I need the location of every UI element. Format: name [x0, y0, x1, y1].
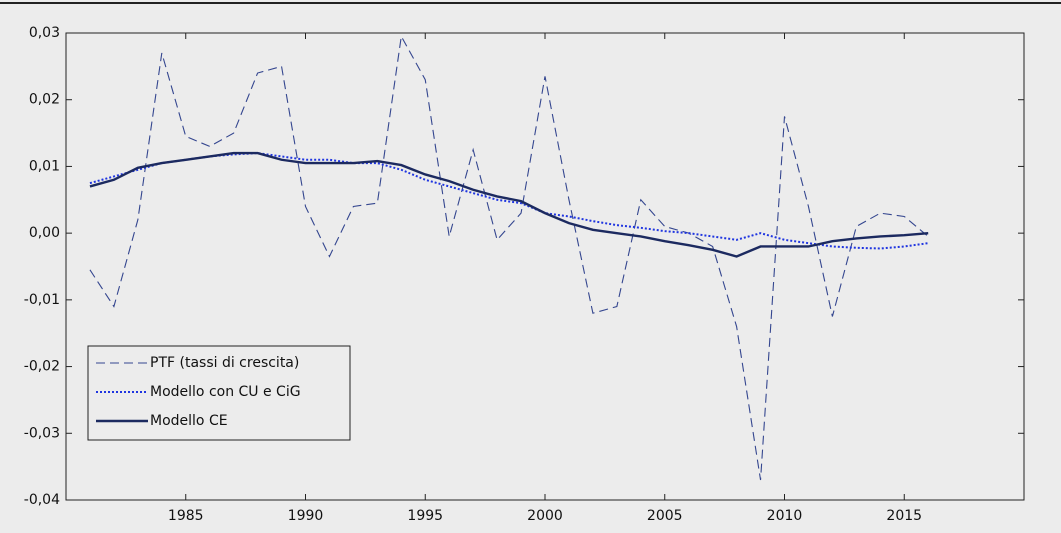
y-tick-label: 0,03 [29, 25, 60, 41]
x-tick-label: 2000 [527, 508, 563, 524]
x-tick-label: 2005 [647, 508, 683, 524]
y-tick-label: 0,02 [29, 92, 60, 108]
y-tick-label: -0,02 [24, 359, 60, 375]
y-tick-label: -0,04 [24, 492, 60, 508]
y-tick-label: 0,00 [29, 225, 60, 241]
y-tick-label: -0,03 [24, 425, 60, 441]
series-line [89, 152, 929, 250]
x-tick-label: 1985 [168, 508, 204, 524]
legend-label: Modello CE [150, 413, 228, 429]
x-tick-label: 2015 [886, 508, 922, 524]
y-tick-label: -0,01 [24, 292, 60, 308]
legend-label: Modello con CU e CiG [150, 384, 301, 400]
x-tick-label: 1995 [407, 508, 443, 524]
x-tick-label: 2010 [767, 508, 803, 524]
y-tick-label: 0,01 [29, 158, 60, 174]
legend-label: PTF (tassi di crescita) [150, 355, 299, 371]
legend-box [87, 345, 351, 441]
series-line [89, 34, 929, 481]
x-tick-label: 1990 [288, 508, 324, 524]
series-line [89, 151, 929, 258]
